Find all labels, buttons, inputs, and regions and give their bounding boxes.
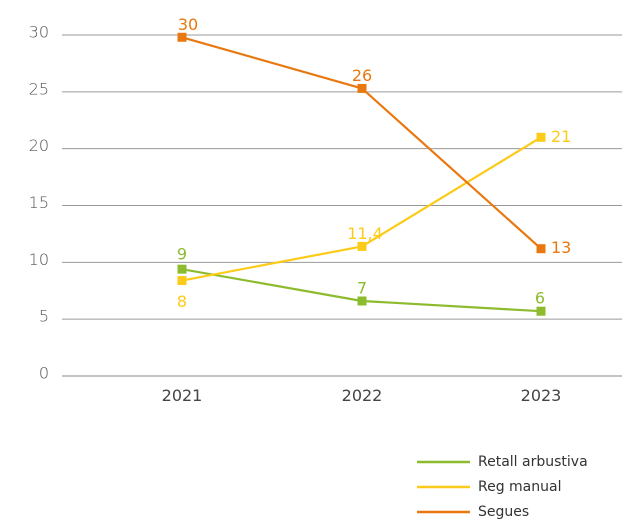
data-label: 7 bbox=[357, 278, 367, 297]
data-point bbox=[536, 132, 546, 142]
data-label: 26 bbox=[352, 66, 372, 85]
data-label: 21 bbox=[551, 127, 571, 146]
series-lines bbox=[177, 32, 546, 316]
legend-label: Reg manual bbox=[478, 479, 561, 495]
legend: Retall arbustiva Reg manual Segues bbox=[417, 454, 588, 520]
y-tick-label: 10 bbox=[29, 250, 49, 269]
data-point bbox=[536, 244, 546, 254]
data-point bbox=[177, 264, 187, 274]
legend-item: Retall arbustiva bbox=[417, 454, 588, 470]
y-tick-label: 25 bbox=[29, 79, 49, 98]
data-label: 8 bbox=[177, 292, 187, 311]
grid-lines bbox=[62, 34, 622, 377]
legend-item: Reg manual bbox=[417, 479, 561, 495]
y-tick-label: 0 bbox=[39, 364, 49, 383]
data-point bbox=[177, 32, 187, 42]
y-axis: 0 5 10 15 20 25 30 bbox=[29, 23, 49, 383]
x-tick-label: 2021 bbox=[162, 386, 203, 405]
data-label: 13 bbox=[551, 238, 571, 257]
data-point bbox=[536, 306, 546, 316]
data-point bbox=[357, 241, 367, 251]
data-point bbox=[177, 276, 187, 286]
y-tick-label: 15 bbox=[29, 193, 49, 212]
x-tick-label: 2023 bbox=[521, 386, 562, 405]
legend-label: Segues bbox=[478, 504, 529, 520]
legend-label: Retall arbustiva bbox=[478, 454, 588, 470]
y-tick-label: 5 bbox=[39, 307, 49, 326]
data-label: 11,4 bbox=[347, 224, 383, 243]
y-tick-label: 20 bbox=[29, 136, 49, 155]
data-point bbox=[357, 83, 367, 93]
y-tick-label: 30 bbox=[29, 23, 49, 42]
x-tick-label: 2022 bbox=[342, 386, 383, 405]
data-labels: 9 7 6 8 11,4 21 30 26 13 bbox=[177, 15, 571, 311]
data-label: 6 bbox=[535, 289, 545, 308]
data-point bbox=[357, 296, 367, 306]
data-label: 30 bbox=[178, 15, 198, 34]
legend-item: Segues bbox=[417, 504, 529, 520]
data-label: 9 bbox=[177, 245, 187, 264]
series-line-1 bbox=[181, 136, 542, 282]
x-axis: 2021 2022 2023 bbox=[162, 386, 562, 405]
